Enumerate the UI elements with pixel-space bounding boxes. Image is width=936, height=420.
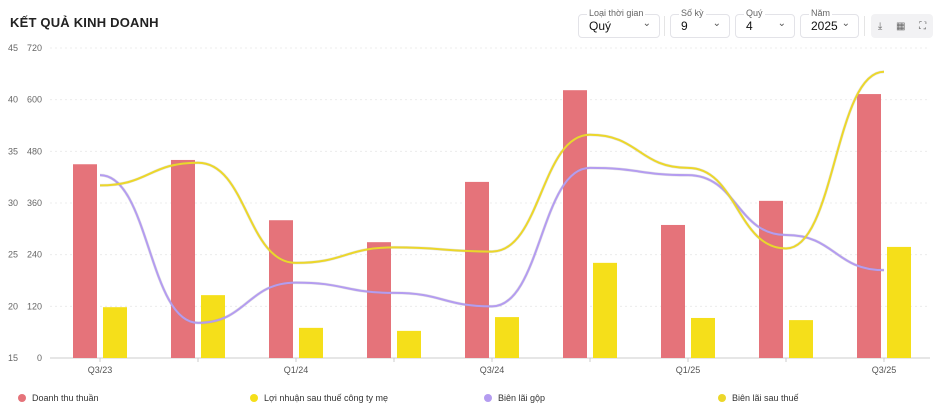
y-right-tick: 240 <box>27 250 42 260</box>
y-left-tick: 40 <box>8 95 18 105</box>
legend-label: Lợi nhuận sau thuế công ty mẹ <box>264 393 388 403</box>
y-left-tick: 45 <box>8 43 18 53</box>
y-right-tick: 720 <box>27 43 42 53</box>
y-left-tick: 30 <box>8 198 18 208</box>
legend-dot-icon <box>718 394 726 402</box>
legend-item[interactable]: Biên lãi sau thuế <box>718 393 799 403</box>
x-tick-label: Q3/23 <box>88 365 113 375</box>
y-left-tick: 25 <box>8 250 18 260</box>
y-right-tick: 360 <box>27 198 42 208</box>
legend-item[interactable]: Doanh thu thuần <box>18 393 99 403</box>
chevron-down-icon: ⌄ <box>642 18 651 29</box>
chevron-down-icon: ⌄ <box>841 18 850 29</box>
y-right-tick: 480 <box>27 146 42 156</box>
bar-revenue <box>563 90 587 358</box>
bar-net-profit <box>887 246 911 358</box>
legend-dot-icon <box>18 394 26 402</box>
legend-label: Biên lãi gộp <box>498 393 546 403</box>
page-title: KẾT QUẢ KINH DOANH <box>10 15 159 30</box>
bar-revenue <box>73 164 97 358</box>
quarter-value: 4 <box>746 19 753 33</box>
x-tick-label: Q1/24 <box>284 365 309 375</box>
legend-item[interactable]: Lợi nhuận sau thuế công ty mẹ <box>250 393 388 403</box>
bar-net-profit <box>789 320 813 358</box>
bar-net-profit <box>299 327 323 358</box>
time-type-label: Loại thời gian <box>587 8 646 18</box>
download-icon[interactable]: ⤓ <box>877 20 883 32</box>
y-left-tick: 20 <box>8 301 18 311</box>
bar-revenue <box>661 224 685 358</box>
y-right-tick: 600 <box>27 95 42 105</box>
gross-margin-line <box>99 166 885 324</box>
periods-label: Số kỳ <box>679 8 706 18</box>
bar-net-profit <box>397 330 421 358</box>
periods-select[interactable]: Số kỳ 9 ⌄ <box>670 8 730 38</box>
legend-item[interactable]: Biên lãi gộp <box>484 393 545 403</box>
year-value: 2025 <box>811 19 838 33</box>
legend-dot-icon <box>484 394 492 402</box>
quarter-label: Quý <box>744 8 765 18</box>
x-tick-label: Q3/25 <box>872 365 897 375</box>
bar-net-profit <box>691 317 715 358</box>
year-select[interactable]: Năm 2025 ⌄ <box>800 8 859 38</box>
bar-net-profit <box>201 295 225 358</box>
y-right-tick: 0 <box>37 353 42 363</box>
excel-icon[interactable]: ▦ <box>895 20 906 32</box>
bar-revenue <box>759 200 783 358</box>
quarter-select[interactable]: Quý 4 ⌄ <box>735 8 795 38</box>
year-label: Năm <box>809 8 833 18</box>
bar-revenue <box>367 242 391 358</box>
time-type-select[interactable]: Loại thời gian Quý ⌄ <box>578 8 660 38</box>
legend-dot-icon <box>250 394 258 402</box>
bar-net-profit <box>593 262 617 358</box>
bar-revenue <box>171 159 195 358</box>
bar-revenue <box>269 220 293 358</box>
bar-net-profit <box>495 317 519 358</box>
time-type-value: Quý <box>589 19 612 33</box>
fullscreen-icon[interactable]: ⛶ <box>919 20 927 32</box>
chevron-down-icon: ⌄ <box>712 18 721 29</box>
periods-value: 9 <box>681 19 688 33</box>
bar-net-profit <box>103 307 127 358</box>
y-left-tick: 15 <box>8 353 18 363</box>
net-margin-line <box>99 70 885 264</box>
x-tick-label: Q1/25 <box>676 365 701 375</box>
chevron-down-icon: ⌄ <box>777 18 786 29</box>
y-left-tick: 35 <box>8 146 18 156</box>
y-right-tick: 120 <box>27 301 42 311</box>
bar-revenue <box>465 181 489 358</box>
toolbar: ⤓ ▦ ⛶ <box>871 14 933 38</box>
x-tick-label: Q3/24 <box>480 365 505 375</box>
legend-label: Biên lãi sau thuế <box>732 393 799 403</box>
bar-revenue <box>857 94 881 358</box>
chart: 15 0 20 120 25 240 30 360 35 480 40 600 45 720 Q3/23 Q1… <box>8 43 930 375</box>
legend-label: Doanh thu thuần <box>32 393 99 403</box>
